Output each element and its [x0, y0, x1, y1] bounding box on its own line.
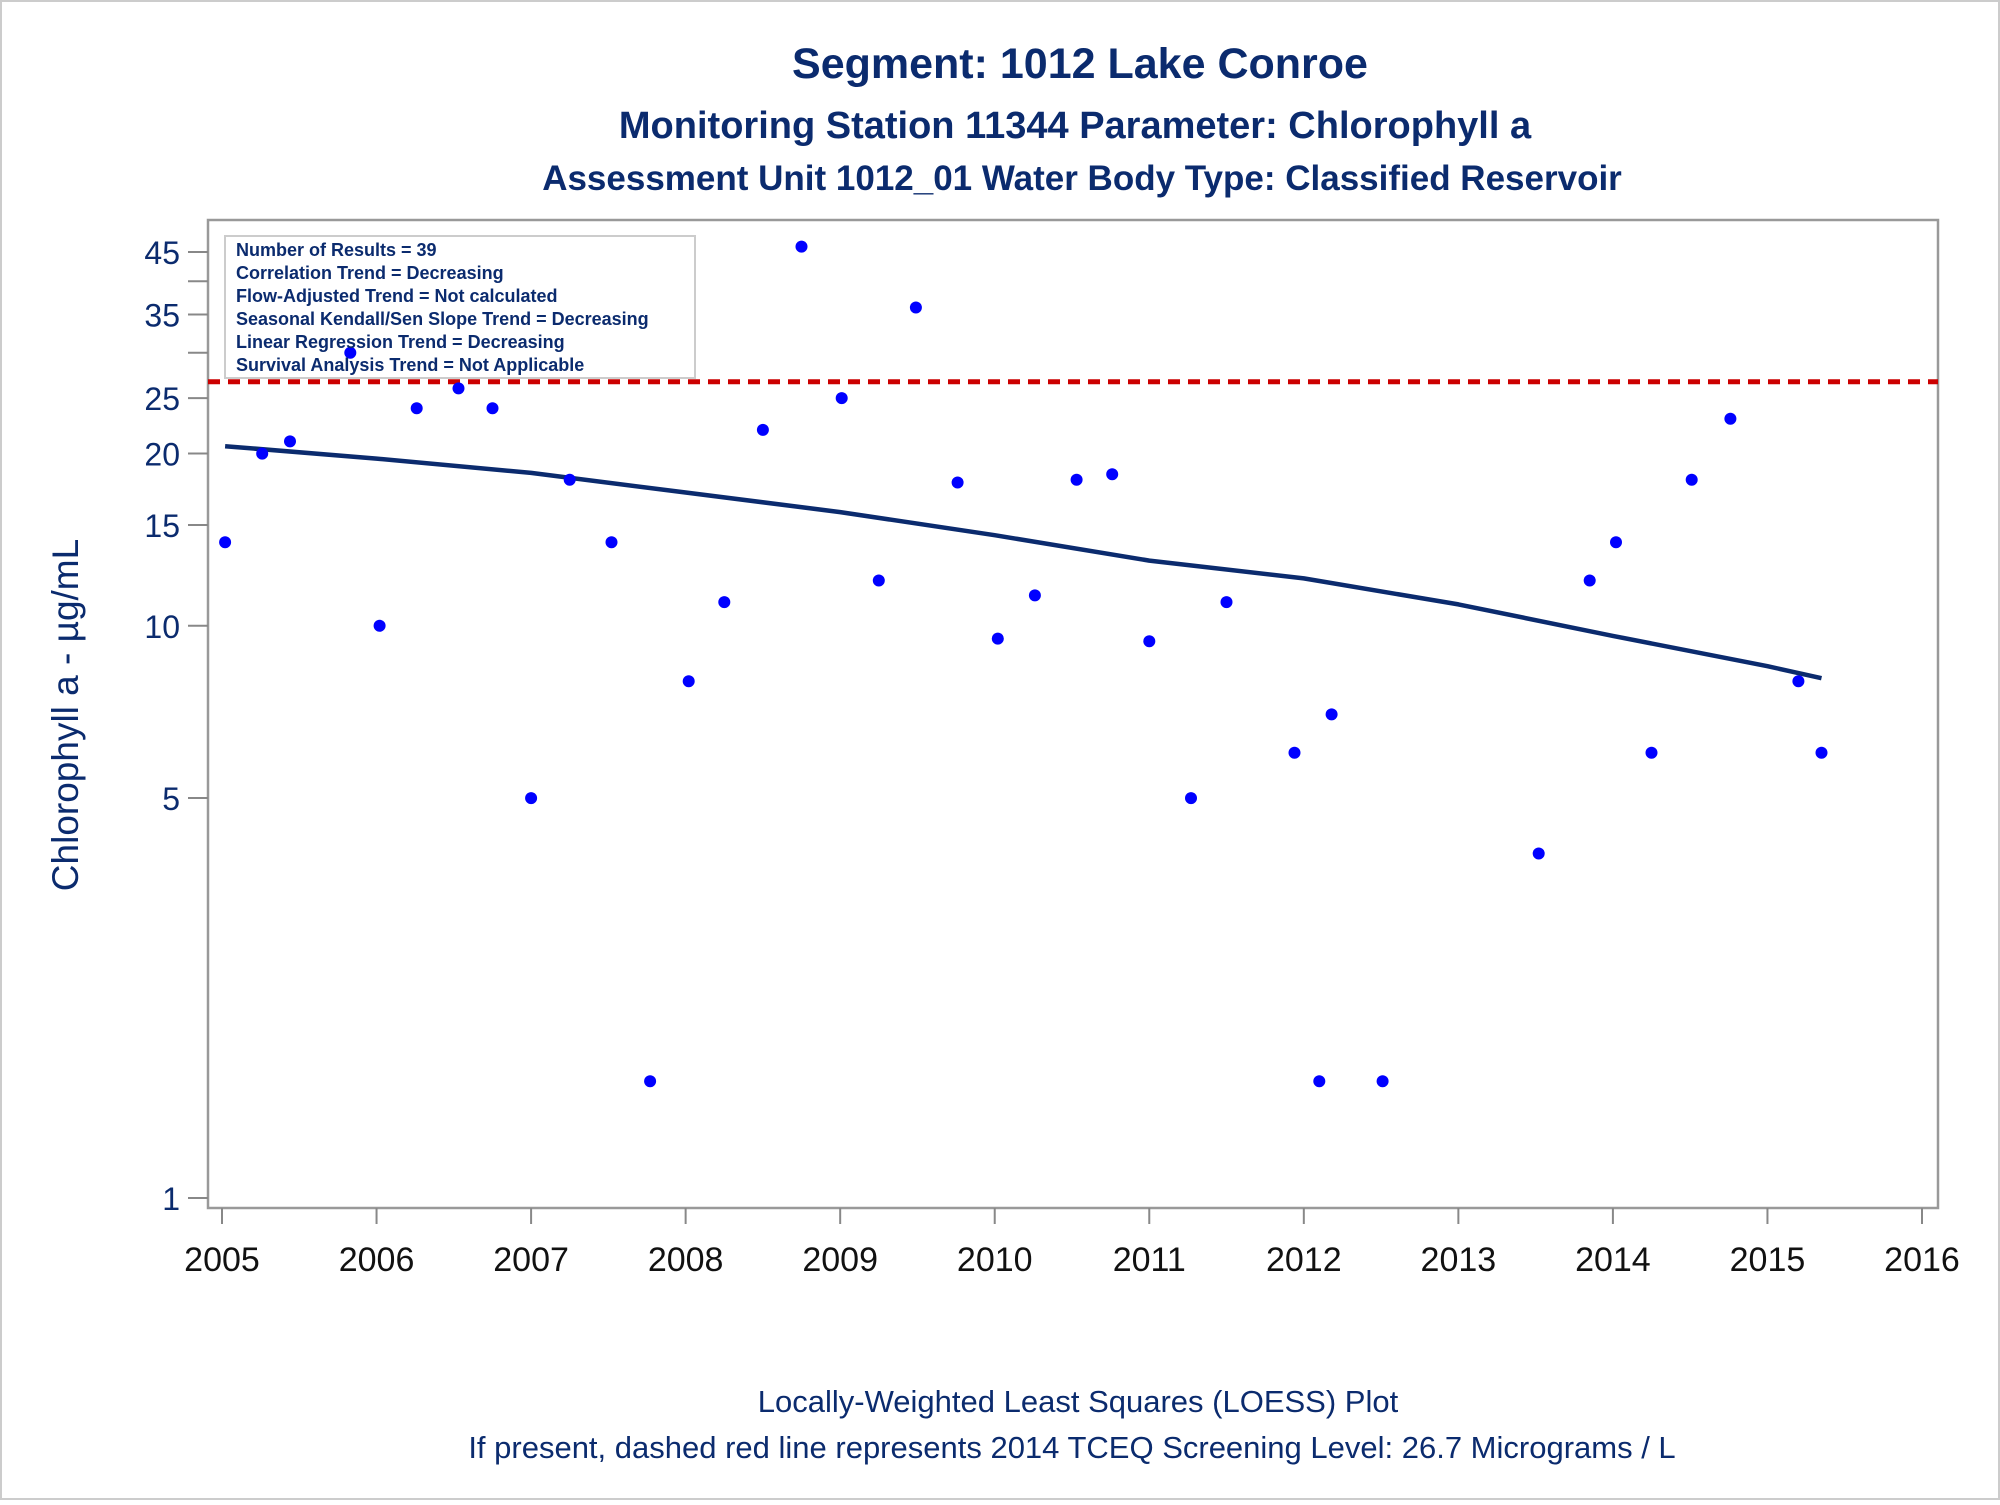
data-point	[563, 473, 576, 486]
footnote-screening-level: If present, dashed red line represents 2…	[468, 1430, 1675, 1465]
data-point	[1792, 675, 1805, 688]
x-tick-label: 2016	[1884, 1241, 1960, 1279]
stats-box-border	[224, 235, 696, 379]
data-point	[872, 574, 885, 587]
data-point	[1610, 536, 1622, 549]
x-tick-label: 2013	[1421, 1241, 1497, 1279]
data-point	[795, 240, 808, 253]
y-axis-label: Chlorophyll a - µg/mL	[45, 539, 86, 891]
y-tick-label: 1	[162, 1181, 180, 1217]
data-point	[1070, 473, 1083, 486]
x-tick-label: 2006	[339, 1241, 415, 1279]
x-tick-label: 2005	[184, 1241, 260, 1279]
y-tick-label: 20	[144, 437, 180, 473]
chart-subtitle-station: Monitoring Station 11344 Parameter: Chlo…	[619, 105, 1532, 147]
x-tick-label: 2010	[957, 1241, 1033, 1279]
data-point	[1815, 746, 1828, 759]
data-point	[682, 675, 695, 688]
stats-box: Number of Results = 39 Correlation Trend…	[224, 235, 696, 379]
chart-title: Segment: 1012 Lake Conroe	[792, 40, 1368, 88]
footnote-loess: Locally-Weighted Least Squares (LOESS) P…	[758, 1384, 1399, 1419]
data-point	[644, 1075, 657, 1088]
data-point	[1724, 412, 1737, 425]
data-point	[1325, 708, 1338, 721]
data-point	[486, 402, 499, 415]
data-point	[1313, 1075, 1326, 1088]
data-point	[219, 536, 232, 549]
data-point	[256, 447, 269, 460]
x-tick-label: 2008	[648, 1241, 724, 1279]
data-point	[373, 619, 386, 632]
data-point	[452, 382, 465, 395]
data-point	[1583, 574, 1596, 587]
y-tick-label: 10	[144, 609, 180, 645]
data-point	[410, 402, 423, 415]
data-points	[219, 240, 1828, 1088]
x-tick-label: 2011	[1113, 1241, 1186, 1279]
loess-layer	[224, 443, 1822, 681]
x-tick-label: 2015	[1730, 1241, 1806, 1279]
data-point	[991, 632, 1004, 645]
data-point	[1143, 635, 1156, 648]
data-point	[1532, 847, 1545, 860]
data-point	[1028, 589, 1041, 602]
x-axis: 2005 2006 2007 2008 2009 2010 2011 2012 2013 2014…	[184, 1208, 1960, 1279]
plot-area	[206, 218, 1940, 1210]
data-point	[525, 792, 538, 805]
data-point	[605, 536, 618, 549]
data-point	[284, 435, 296, 448]
stats-number-of-results: Number of Results = 39	[236, 240, 437, 260]
x-tick-label: 2007	[493, 1241, 569, 1279]
data-point	[951, 476, 964, 489]
data-point	[835, 392, 848, 405]
data-point	[344, 346, 357, 359]
y-tick-label: 25	[144, 381, 180, 417]
stats-linear-regression-trend: Linear Regression Trend = Decreasing	[236, 332, 565, 352]
data-point	[1288, 746, 1301, 759]
y-tick-label: 45	[144, 235, 180, 271]
data-point	[1685, 473, 1698, 486]
y-tick-label: 5	[162, 781, 180, 817]
data-point	[909, 301, 922, 314]
data-point	[1185, 792, 1197, 805]
data-point	[1645, 746, 1658, 759]
x-tick-label: 2009	[802, 1241, 878, 1279]
data-point	[1376, 1075, 1389, 1088]
stats-seasonal-kendall-trend: Seasonal Kendall/Sen Slope Trend = Decre…	[236, 309, 649, 329]
y-tick-label: 15	[144, 508, 180, 544]
stats-survival-analysis-trend: Survival Analysis Trend = Not Applicable	[236, 355, 584, 375]
stats-correlation-trend: Correlation Trend = Decreasing	[236, 263, 504, 283]
stats-flow-adjusted-trend: Flow-Adjusted Trend = Not calculated	[236, 286, 558, 306]
data-point	[1106, 468, 1119, 481]
data-point	[1220, 596, 1233, 609]
chart-subtitle-assessment: Assessment Unit 1012_01 Water Body Type:…	[542, 159, 1622, 198]
x-tick-label: 2012	[1266, 1241, 1342, 1279]
loess-curve	[224, 443, 1822, 681]
data-point	[718, 596, 731, 609]
data-point	[756, 423, 769, 436]
y-tick-label: 35	[144, 297, 180, 333]
x-tick-label: 2014	[1575, 1241, 1651, 1279]
